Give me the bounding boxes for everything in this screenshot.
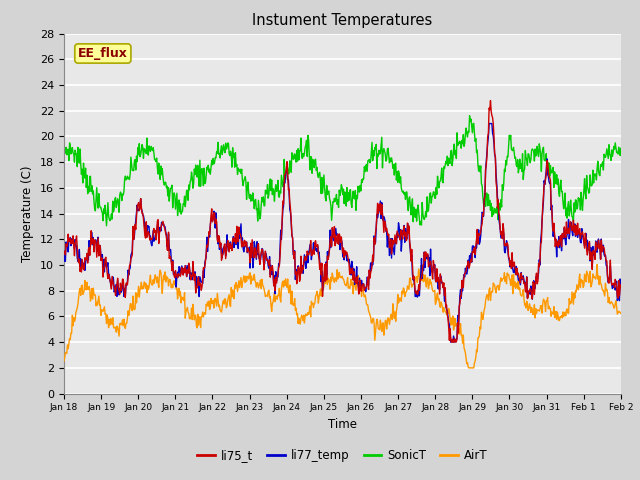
- li77_temp: [485, 120, 493, 126]
- li77_temp: [447, 339, 454, 345]
- li75_t: [383, 229, 391, 235]
- AirT: [483, 292, 491, 298]
- li77_temp: [60, 248, 68, 254]
- SonicT: [102, 223, 110, 228]
- SonicT: [60, 138, 68, 144]
- AirT: [415, 266, 422, 272]
- Y-axis label: Temperature (C): Temperature (C): [22, 165, 35, 262]
- SonicT: [484, 203, 492, 209]
- li75_t: [60, 249, 68, 254]
- Line: SonicT: SonicT: [64, 116, 621, 226]
- Legend: li75_t, li77_temp, SonicT, AirT: li75_t, li77_temp, SonicT, AirT: [193, 444, 492, 467]
- li75_t: [541, 181, 548, 187]
- li77_temp: [398, 237, 406, 243]
- SonicT: [94, 205, 102, 211]
- li77_temp: [541, 181, 548, 187]
- li75_t: [94, 235, 102, 241]
- li75_t: [398, 233, 406, 239]
- Line: AirT: AirT: [64, 264, 621, 368]
- li77_temp: [617, 281, 625, 287]
- li77_temp: [415, 293, 422, 299]
- li75_t: [447, 339, 455, 345]
- AirT: [593, 262, 601, 267]
- SonicT: [415, 216, 423, 222]
- AirT: [617, 311, 625, 316]
- li77_temp: [483, 150, 491, 156]
- li75_t: [617, 282, 625, 288]
- SonicT: [399, 190, 406, 195]
- Line: li75_t: li75_t: [64, 100, 621, 342]
- X-axis label: Time: Time: [328, 418, 357, 431]
- SonicT: [541, 158, 548, 164]
- SonicT: [617, 145, 625, 151]
- AirT: [383, 320, 391, 325]
- Line: li77_temp: li77_temp: [64, 123, 621, 342]
- SonicT: [466, 113, 474, 119]
- AirT: [94, 298, 102, 303]
- li77_temp: [94, 234, 102, 240]
- li75_t: [483, 153, 491, 158]
- Title: Instument Temperatures: Instument Temperatures: [252, 13, 433, 28]
- AirT: [465, 365, 473, 371]
- AirT: [540, 298, 548, 303]
- AirT: [60, 358, 68, 364]
- li77_temp: [383, 244, 391, 250]
- AirT: [398, 288, 406, 294]
- Text: EE_flux: EE_flux: [78, 47, 128, 60]
- li75_t: [486, 97, 494, 103]
- li75_t: [415, 282, 422, 288]
- SonicT: [384, 145, 392, 151]
